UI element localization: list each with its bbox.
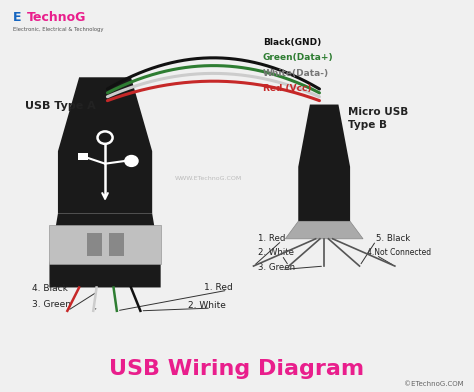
Text: ©ETechnoG.COM: ©ETechnoG.COM	[403, 381, 463, 388]
Circle shape	[125, 156, 138, 167]
Text: 2. White: 2. White	[258, 248, 294, 257]
Text: White(Data-): White(Data-)	[263, 69, 329, 78]
Text: 4. Black: 4. Black	[32, 284, 68, 293]
Text: 5. Black: 5. Black	[376, 234, 410, 243]
PathPatch shape	[285, 221, 363, 239]
Text: USB Type A: USB Type A	[25, 102, 96, 111]
Text: USB Wiring Diagram: USB Wiring Diagram	[109, 359, 365, 379]
Text: 4.Not Connected: 4.Not Connected	[366, 248, 431, 257]
FancyBboxPatch shape	[87, 233, 102, 256]
Text: 2. White: 2. White	[188, 301, 226, 310]
Text: 3. Green: 3. Green	[258, 263, 295, 272]
Text: 1. Red: 1. Red	[258, 234, 285, 243]
Text: 3. Green: 3. Green	[32, 300, 71, 309]
PathPatch shape	[49, 225, 161, 264]
Text: 1. Red: 1. Red	[204, 283, 233, 292]
Text: Red (Vcc): Red (Vcc)	[263, 84, 311, 93]
Text: Micro USB
Type B: Micro USB Type B	[348, 107, 408, 130]
Text: TechnoG: TechnoG	[27, 11, 87, 24]
PathPatch shape	[298, 105, 350, 221]
Text: WWW.ETechnoG.COM: WWW.ETechnoG.COM	[175, 176, 242, 181]
Text: Electronic, Electrical & Technology: Electronic, Electrical & Technology	[13, 27, 104, 32]
Text: Green(Data+): Green(Data+)	[263, 53, 334, 62]
Text: Black(GND): Black(GND)	[263, 38, 321, 47]
FancyBboxPatch shape	[109, 233, 124, 256]
PathPatch shape	[49, 214, 161, 287]
FancyBboxPatch shape	[78, 153, 88, 160]
PathPatch shape	[58, 77, 152, 214]
Text: E: E	[13, 11, 22, 24]
